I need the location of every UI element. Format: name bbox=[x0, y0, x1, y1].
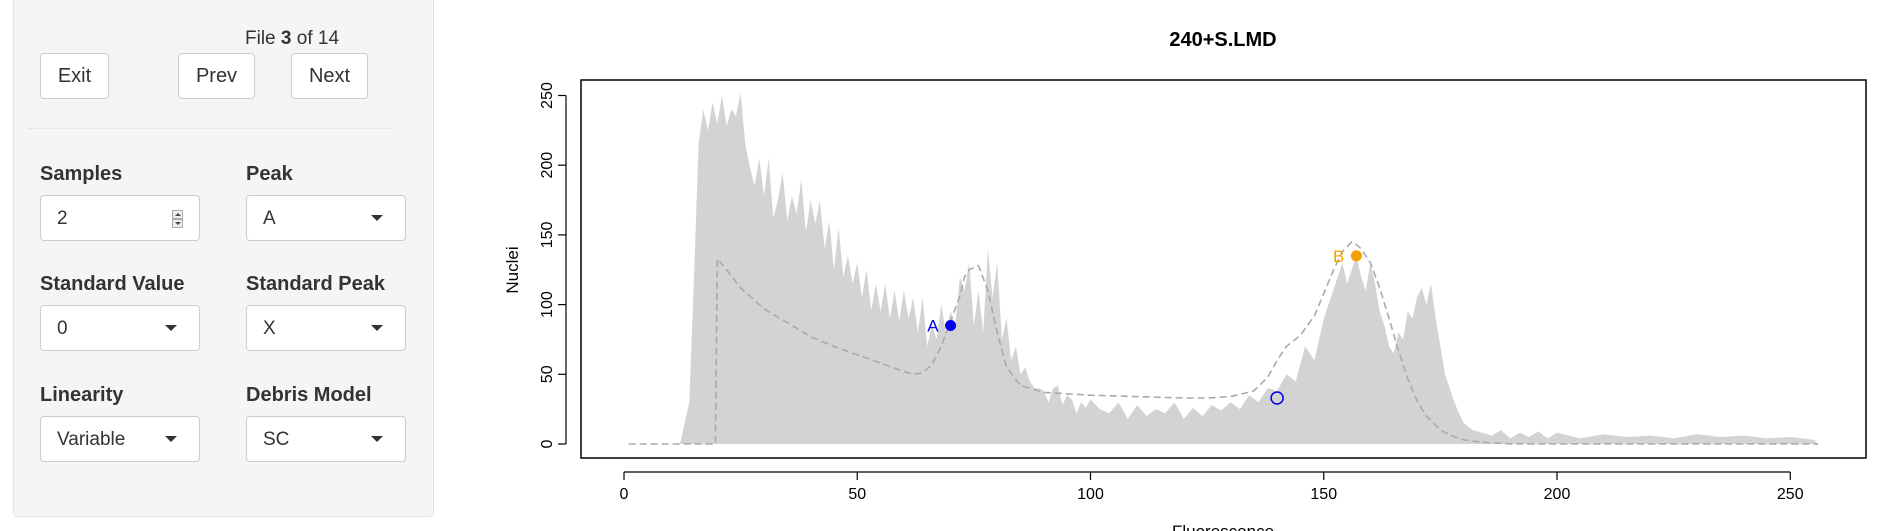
y-tick-label-250: 250 bbox=[539, 82, 556, 109]
peak-label-b: B bbox=[1333, 247, 1344, 266]
file-counter-current: 3 bbox=[280, 28, 292, 49]
samples-value: 2 bbox=[57, 208, 68, 229]
divider bbox=[27, 128, 394, 129]
standard-value-label: Standard Value bbox=[40, 273, 185, 295]
prev-button[interactable]: Prev bbox=[178, 53, 255, 99]
peak-marker-b bbox=[1350, 250, 1362, 262]
y-tick-label-0: 0 bbox=[539, 439, 556, 448]
y-tick-label-200: 200 bbox=[539, 152, 556, 179]
x-tick-label-50: 50 bbox=[848, 486, 866, 503]
x-tick-label-100: 100 bbox=[1077, 486, 1104, 503]
chevron-down-icon bbox=[165, 436, 177, 442]
linearity-label: Linearity bbox=[40, 384, 124, 406]
samples-input[interactable]: 2 bbox=[40, 195, 200, 241]
y-tick-label-100: 100 bbox=[539, 291, 556, 318]
y-axis-label: Nuclei bbox=[503, 246, 522, 293]
debris-model-select[interactable]: SC bbox=[246, 416, 406, 462]
next-button[interactable]: Next bbox=[291, 53, 368, 99]
standard-peak-label: Standard Peak bbox=[246, 273, 385, 295]
linearity-select[interactable]: Variable bbox=[40, 416, 200, 462]
y-tick-label-150: 150 bbox=[539, 221, 556, 248]
chevron-down-icon bbox=[371, 325, 383, 331]
chevron-down-icon bbox=[371, 436, 383, 442]
y-tick-label-50: 50 bbox=[539, 365, 556, 383]
x-tick-label-200: 200 bbox=[1544, 486, 1571, 503]
standard-peak-select[interactable]: X bbox=[246, 305, 406, 351]
x-tick-label-0: 0 bbox=[620, 486, 629, 503]
peak-marker-a bbox=[945, 320, 957, 332]
file-counter-prefix: File bbox=[245, 28, 276, 49]
peak-label: Peak bbox=[246, 163, 293, 185]
samples-stepper[interactable] bbox=[172, 210, 183, 230]
file-counter-middle: of bbox=[296, 28, 313, 49]
standard-value-select[interactable]: 0 bbox=[40, 305, 200, 351]
plot-frame bbox=[580, 79, 1867, 459]
samples-label: Samples bbox=[40, 163, 123, 185]
peak-value: A bbox=[263, 208, 276, 229]
x-tick-label-150: 150 bbox=[1310, 486, 1337, 503]
debris-model-value: SC bbox=[263, 429, 290, 450]
stepper-down-icon[interactable] bbox=[172, 219, 183, 228]
plot-area: AB bbox=[628, 92, 1819, 445]
file-counter-total: 14 bbox=[317, 28, 340, 49]
chart-title: 240+S.LMD bbox=[1169, 29, 1276, 51]
peak-label-a: A bbox=[927, 317, 939, 336]
stepper-up-icon[interactable] bbox=[172, 210, 183, 219]
open-marker-0 bbox=[1270, 391, 1284, 405]
standard-peak-value: X bbox=[263, 318, 276, 339]
x-axis-label: Fluorescence bbox=[1172, 522, 1274, 531]
debris-model-label: Debris Model bbox=[246, 384, 372, 406]
standard-value-value: 0 bbox=[57, 318, 68, 339]
file-counter: File 3 of 14 bbox=[245, 28, 339, 50]
exit-button[interactable]: Exit bbox=[40, 53, 109, 99]
peak-select[interactable]: A bbox=[246, 195, 406, 241]
chevron-down-icon bbox=[371, 215, 383, 221]
histogram-area bbox=[679, 92, 1819, 444]
chevron-down-icon bbox=[165, 325, 177, 331]
x-tick-label-250: 250 bbox=[1777, 486, 1804, 503]
linearity-value: Variable bbox=[57, 429, 126, 450]
